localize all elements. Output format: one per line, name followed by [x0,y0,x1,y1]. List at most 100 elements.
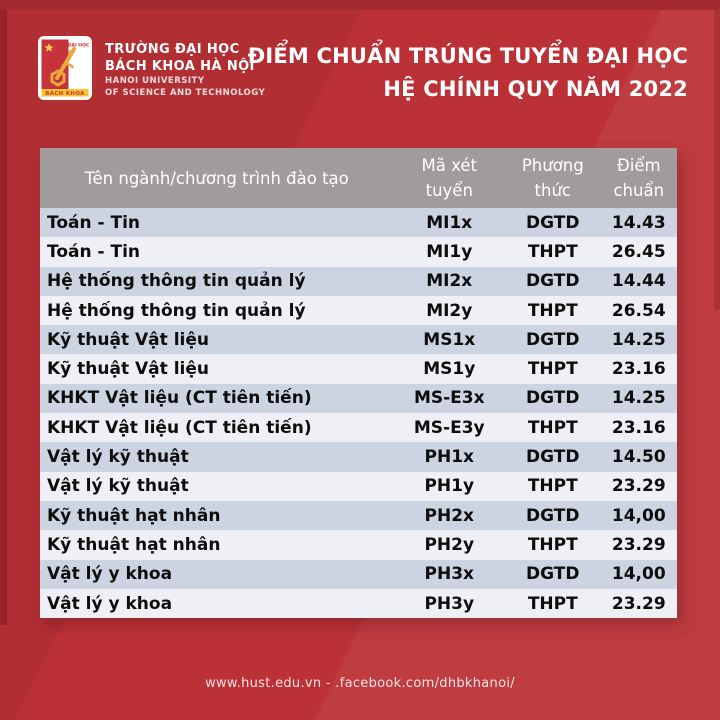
cell-program-name: KHKT Vật liệu (CT tiên tiến) [47,417,312,438]
cell-method: DGTD [526,329,580,350]
table-body: Toán - Tin MI1x DGTD 14.43 Toán - Tin MI… [40,208,677,619]
cell-method: THPT [527,417,578,438]
table-row: Hệ thống thông tin quản lý MI2y THPT 26.… [40,295,677,326]
cell-score: 14.44 [611,271,666,292]
cell-score: 23.16 [611,417,666,438]
table-header-row: Tên ngành/chương trình đào tạo Mã xét tu… [40,148,677,208]
cell-program-name: Vật lý kỹ thuật [47,476,189,497]
column-header-admission-code: Mã xét tuyển [394,148,505,208]
footer-links: www.hust.edu.vn - .facebook.com/dhbkhano… [205,676,515,691]
table-row: Vật lý y khoa PH3x DGTD 14,00 [40,559,677,589]
cell-score: 26.54 [611,300,666,321]
table-row: Toán - Tin MI1y THPT 26.45 [40,237,677,267]
column-header-score-line2: chuẩn [613,180,665,200]
cell-admission-code: PH3x [424,564,474,585]
page-title: ĐIỂM CHUẨN TRÚNG TUYỂN ĐẠI HỌC HỆ CHÍNH … [248,40,688,106]
table-row: Vật lý y khoa PH3y THPT 23.29 [40,588,677,619]
cell-program-name: Kỹ thuật hạt nhân [47,534,221,555]
cell-score: 14,00 [611,564,666,585]
cell-method: THPT [527,476,578,497]
cell-program-name: Kỹ thuật Vật liệu [47,359,209,380]
right-border-strip [714,10,720,310]
cell-method: DGTD [526,271,580,292]
cell-admission-code: MS1y [423,359,476,380]
page-title-line1: ĐIỂM CHUẨN TRÚNG TUYỂN ĐẠI HỌC [247,44,688,68]
cell-method: THPT [527,359,578,380]
cell-score: 14.25 [611,388,666,409]
cell-method: THPT [527,300,578,321]
table-row: Kỹ thuật hạt nhân PH2y THPT 23.29 [40,530,677,560]
cell-admission-code: MI1x [426,212,473,233]
column-header-method: Phương thức [505,148,601,208]
star-icon [44,43,54,52]
university-logo: ĐẠI HỌC BÁCH KHOA [38,36,92,100]
column-header-score: Điểm chuẩn [601,148,677,208]
table-row: Hệ thống thông tin quản lý MI2x DGTD 14.… [40,266,677,296]
cell-admission-code: PH3y [424,593,475,614]
cell-score: 23.29 [611,593,666,614]
cell-admission-code: PH1x [424,447,474,468]
table-row: KHKT Vật liệu (CT tiên tiến) MS-E3y THPT… [40,413,677,443]
cell-program-name: Vật lý kỹ thuật [47,447,189,468]
cell-program-name: Kỹ thuật hạt nhân [47,505,221,526]
column-header-program-name-label: Tên ngành/chương trình đào tạo [84,168,349,188]
cell-method: THPT [527,534,578,555]
cell-method: DGTD [526,505,580,526]
cell-method: DGTD [526,447,580,468]
logo-top-text: ĐẠI HỌC [68,43,90,49]
cell-score: 26.45 [611,241,666,262]
left-border-strip [0,10,7,625]
table-row: Vật lý kỹ thuật PH1x DGTD 14.50 [40,442,677,472]
top-border-strip [0,0,720,10]
cell-admission-code: MS-E3x [413,388,485,409]
cell-method: DGTD [526,564,580,585]
cell-admission-code: PH1y [424,476,475,497]
compass-icon [50,47,76,87]
cell-score: 23.29 [611,476,666,497]
university-logo-emblem: ĐẠI HỌC BÁCH KHOA [38,36,92,100]
cell-program-name: Toán - Tin [47,212,141,233]
column-header-program-name: Tên ngành/chương trình đào tạo [40,148,394,208]
cell-program-name: Toán - Tin [47,241,141,262]
cell-program-name: KHKT Vật liệu (CT tiên tiến) [47,388,312,409]
page-title-line2: HỆ CHÍNH QUY NĂM 2022 [383,77,688,101]
cell-score: 23.16 [611,359,666,380]
cell-method: DGTD [526,388,580,409]
cell-program-name: Hệ thống thông tin quản lý [47,300,306,321]
column-header-method-line2: thức [534,180,571,200]
cell-method: DGTD [526,212,580,233]
university-name-en-line2: OF SCIENCE AND TECHNOLOGY [105,88,266,98]
table-row: Kỹ thuật Vật liệu MS1y THPT 23.16 [40,354,677,384]
cell-score: 14.25 [611,329,666,350]
cell-score: 14,00 [611,505,666,526]
cell-method: THPT [527,241,578,262]
cell-admission-code: PH2x [424,505,474,526]
university-name-block: TRƯỜNG ĐẠI HỌC BÁCH KHOA HÀ NỘI HANOI UN… [105,41,265,99]
column-header-method-line1: Phương [521,156,584,176]
cell-admission-code: MI1y [426,241,473,262]
column-header-admission-code-line2: tuyển [425,180,473,200]
cell-admission-code: MI2y [426,300,473,321]
table-row: KHKT Vật liệu (CT tiên tiến) MS-E3x DGTD… [40,383,677,414]
cell-admission-code: MS1x [423,329,476,350]
cell-method: THPT [527,593,578,614]
cell-score: 23.29 [611,534,666,555]
university-name-en-line1: HANOI UNIVERSITY [105,76,205,86]
table-row: Kỹ thuật Vật liệu MS1x DGTD 14.25 [40,325,677,355]
table-row: Toán - Tin MI1x DGTD 14.43 [40,208,677,238]
table-row: Vật lý kỹ thuật PH1y THPT 23.29 [40,471,677,501]
column-header-score-line1: Điểm [616,156,661,176]
cell-admission-code: MS-E3y [413,417,485,438]
cell-program-name: Vật lý y khoa [47,564,173,585]
cell-program-name: Kỹ thuật Vật liệu [47,329,209,350]
admission-score-table: Tên ngành/chương trình đào tạo Mã xét tu… [40,148,677,619]
table-row: Kỹ thuật hạt nhân PH2x DGTD 14,00 [40,500,677,531]
column-header-admission-code-line1: Mã xét [421,156,477,176]
cell-program-name: Vật lý y khoa [47,593,173,614]
university-name-vn-line1: TRƯỜNG ĐẠI HỌC [105,42,240,57]
cell-score: 14.50 [611,447,666,468]
cell-score: 14.43 [611,212,666,233]
cell-admission-code: PH2y [424,534,475,555]
cell-program-name: Hệ thống thông tin quản lý [47,271,306,292]
cell-admission-code: MI2x [426,271,473,292]
